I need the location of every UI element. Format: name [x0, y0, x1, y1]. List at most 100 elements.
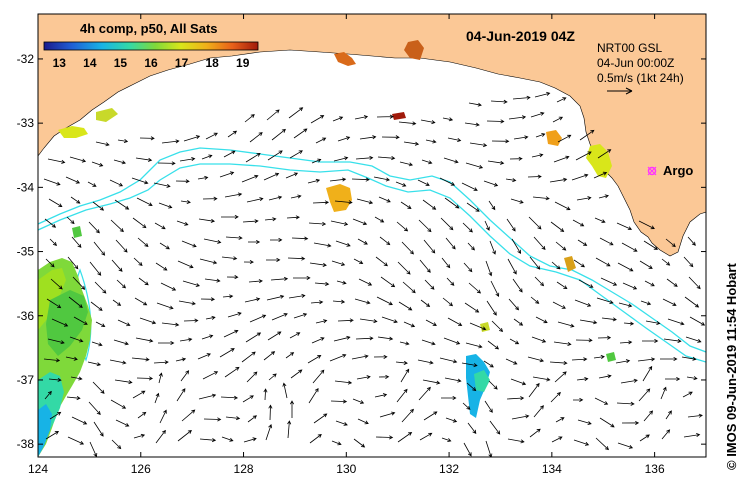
- current-arrow: [420, 119, 436, 125]
- x-tick-label: 134: [542, 462, 562, 476]
- map-title: 04-Jun-2019 04Z: [466, 28, 575, 44]
- current-arrow: [463, 262, 473, 273]
- current-arrow: [681, 356, 697, 361]
- current-arrow: [160, 282, 177, 291]
- plot-frame: [37, 13, 707, 458]
- current-arrow: [248, 279, 263, 284]
- colorbar-label: 4h comp, p50, All Sats: [80, 21, 218, 36]
- current-arrow: [374, 216, 385, 223]
- current-arrow: [571, 173, 589, 181]
- y-tick-label: -38: [17, 437, 35, 451]
- argo-float-marker[interactable]: [647, 166, 657, 176]
- depth-contour-inner: [38, 163, 706, 363]
- current-arrow: [511, 414, 530, 420]
- current-arrow: [421, 339, 436, 346]
- current-arrow: [661, 429, 671, 440]
- current-arrow: [418, 386, 431, 401]
- current-arrow: [314, 281, 330, 286]
- current-arrow: [288, 107, 304, 119]
- current-arrow: [241, 351, 256, 363]
- current-arrow: [621, 420, 640, 425]
- current-arrow: [71, 236, 82, 248]
- current-arrow: [638, 220, 655, 230]
- current-arrow: [337, 136, 351, 142]
- current-arrow: [687, 236, 696, 246]
- current-arrow: [200, 297, 216, 302]
- current-arrow: [95, 141, 110, 147]
- current-arrow: [227, 130, 238, 138]
- current-arrow: [443, 157, 459, 164]
- current-arrow: [267, 150, 283, 161]
- current-arrow: [205, 315, 216, 320]
- x-tick-label: 130: [336, 462, 356, 476]
- current-arrow: [110, 399, 127, 409]
- current-arrow: [267, 331, 282, 341]
- current-arrow: [49, 238, 57, 246]
- current-arrow: [623, 321, 635, 326]
- current-arrow: [397, 261, 411, 275]
- current-arrow: [310, 300, 324, 305]
- current-arrow: [376, 296, 393, 306]
- current-arrow: [222, 294, 234, 299]
- current-arrow: [133, 257, 143, 266]
- current-arrow: [639, 434, 650, 442]
- current-arrow: [351, 354, 369, 360]
- sst-patch-yellow-left2: [96, 108, 118, 122]
- colorbar-ticks: 13 14 15 16 17 18 19: [53, 56, 250, 70]
- current-arrow: [379, 411, 396, 418]
- current-arrow: [153, 182, 171, 188]
- current-arrow: [572, 219, 585, 227]
- current-arrow: [400, 201, 412, 209]
- current-arrow: [468, 102, 482, 107]
- current-arrow: [335, 420, 348, 426]
- current-arrow: [249, 314, 267, 323]
- current-arrow: [399, 161, 414, 167]
- current-arrow: [359, 135, 377, 140]
- current-arrow: [44, 390, 52, 400]
- current-arrow: [466, 202, 480, 212]
- current-arrow: [687, 413, 703, 418]
- current-arrow: [177, 430, 192, 442]
- current-arrow: [43, 358, 61, 363]
- current-arrow: [221, 436, 234, 442]
- current-arrow: [642, 338, 659, 344]
- current-arrow: [356, 375, 371, 380]
- current-arrow: [287, 420, 292, 439]
- current-arrow: [93, 421, 104, 437]
- current-arrow: [533, 236, 546, 251]
- current-arrow: [68, 296, 83, 309]
- current-arrow: [512, 278, 523, 293]
- info-line-2: 04-Jun 00:00Z: [597, 56, 674, 70]
- current-arrow: [557, 134, 572, 143]
- current-arrow: [637, 357, 656, 362]
- current-arrow: [511, 238, 522, 255]
- current-arrow: [246, 371, 258, 383]
- current-arrow: [617, 442, 634, 449]
- current-arrow: [290, 194, 302, 199]
- sst-patch-shelf-orange: [564, 256, 576, 272]
- current-arrow: [463, 442, 472, 457]
- current-arrow: [224, 366, 240, 378]
- current-arrow: [665, 410, 672, 420]
- current-arrow: [555, 241, 567, 251]
- current-arrow: [683, 433, 701, 438]
- current-arrow: [67, 436, 85, 445]
- current-arrow: [573, 439, 590, 446]
- current-arrow: [308, 221, 327, 226]
- current-arrow: [403, 141, 420, 146]
- x-tick-label: 126: [131, 462, 151, 476]
- current-arrow: [486, 119, 505, 124]
- sst-patch-east-yellow: [586, 144, 612, 178]
- current-arrow: [290, 369, 303, 379]
- current-arrow: [175, 357, 187, 362]
- current-arrow: [94, 281, 107, 294]
- current-arrow: [329, 177, 347, 182]
- current-arrow: [667, 318, 685, 326]
- current-arrow: [288, 293, 306, 299]
- current-arrow: [139, 136, 155, 141]
- current-arrow: [219, 171, 235, 178]
- current-arrow: [593, 354, 605, 360]
- current-arrow: [135, 337, 154, 343]
- current-arrow: [685, 336, 702, 343]
- current-arrow: [113, 339, 129, 346]
